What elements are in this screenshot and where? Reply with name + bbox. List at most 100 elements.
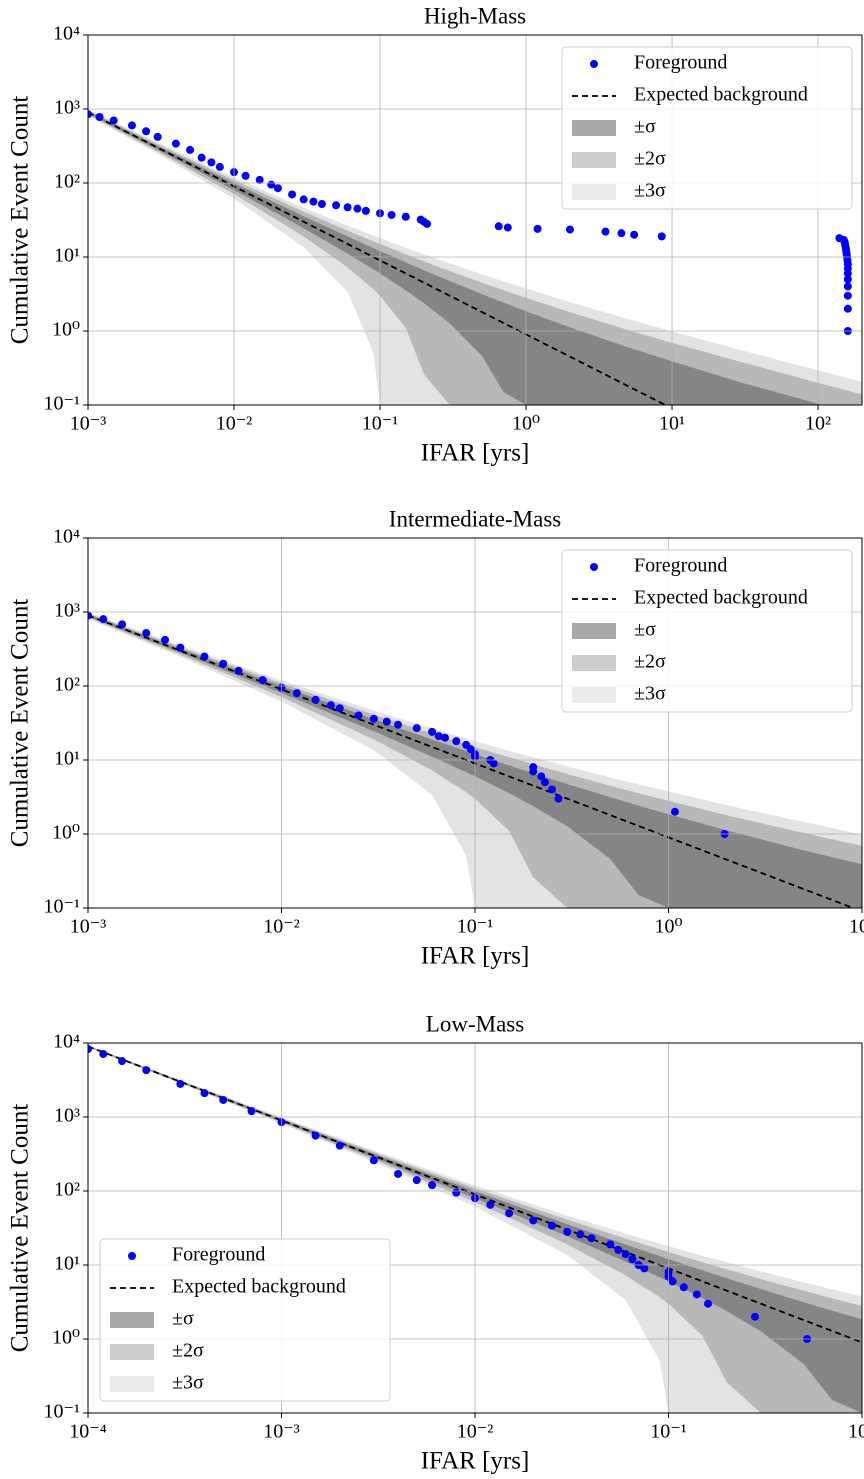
foreground-point: [576, 1230, 585, 1239]
legend-marker: [590, 60, 598, 68]
legend-label: ±3σ: [172, 1372, 204, 1394]
x-tick-label: 10⁻¹: [362, 413, 399, 435]
foreground-point: [247, 1107, 256, 1116]
foreground-point: [565, 225, 574, 234]
legend-label: Expected background: [172, 1276, 346, 1298]
foreground-point: [197, 153, 206, 162]
x-tick-label: 10⁻²: [263, 916, 300, 938]
foreground-point: [587, 1234, 596, 1243]
foreground-point: [288, 190, 297, 199]
foreground-point: [292, 689, 301, 698]
foreground-point: [548, 1221, 557, 1230]
foreground-point: [309, 197, 318, 206]
foreground-point: [540, 778, 549, 787]
foreground-point: [434, 732, 443, 741]
foreground-point: [332, 201, 341, 210]
foreground-point: [142, 1066, 151, 1075]
foreground-point: [452, 737, 461, 746]
foreground-point: [387, 210, 396, 219]
foreground-point: [563, 1227, 572, 1236]
foreground-point: [505, 1209, 514, 1218]
x-tick-label: 10⁻⁴: [69, 1421, 107, 1443]
x-tick-label: 10⁻²: [216, 413, 253, 435]
foreground-point: [353, 204, 362, 213]
chart-title: Low-Mass: [426, 1011, 524, 1036]
foreground-point: [171, 139, 180, 148]
foreground-point: [601, 227, 610, 236]
foreground-point: [486, 1200, 495, 1209]
foreground-point: [529, 1216, 538, 1225]
foreground-point: [369, 714, 378, 723]
foreground-point: [614, 1245, 623, 1254]
x-tick-label: 10²: [805, 413, 831, 435]
legend-swatch: [572, 623, 616, 639]
foreground-point: [118, 1057, 127, 1066]
foreground-point: [176, 1079, 185, 1088]
foreground-point: [200, 1089, 209, 1098]
legend-label: ±2σ: [634, 148, 666, 170]
y-tick-label: 10⁻¹: [43, 393, 80, 415]
legend-box: [99, 1238, 391, 1402]
plot-frame: [87, 1042, 863, 1414]
foreground-point: [703, 1299, 712, 1308]
foreground-point: [621, 1250, 630, 1259]
foreground-point: [219, 659, 228, 668]
foreground-point: [200, 652, 209, 661]
y-tick-label: 10¹: [54, 748, 80, 770]
x-tick-label: 10⁰: [654, 916, 682, 938]
legend-label: Expected background: [634, 587, 808, 609]
foreground-point: [606, 1240, 615, 1249]
foreground-point: [843, 269, 852, 278]
foreground-point: [393, 1169, 402, 1178]
expected-line: [88, 111, 668, 405]
foreground-point: [99, 615, 108, 624]
legend-label: Foreground: [634, 52, 727, 74]
y-tick-label: 10¹: [54, 245, 80, 267]
foreground-point: [142, 127, 151, 136]
legend-marker: [590, 563, 598, 571]
foreground-point: [401, 212, 410, 221]
y-tick-label: 10⁰: [52, 319, 80, 341]
legend-swatch: [572, 687, 616, 703]
foreground-point: [670, 807, 679, 816]
x-tick-label: 10¹: [849, 916, 864, 938]
legend-label: ±2σ: [172, 1340, 204, 1362]
foreground-point: [109, 116, 118, 125]
x-tick-label: 10⁻²: [457, 1421, 494, 1443]
foreground-point: [234, 666, 243, 675]
legend-box: [561, 549, 853, 713]
y-tick-label: 10⁻¹: [43, 896, 80, 918]
legend-swatch: [110, 1344, 154, 1360]
foreground-point: [548, 785, 557, 794]
panel: 10⁻⁴ 10⁻³ 10⁻² 10⁻¹ 10⁰ 10⁻¹ 10⁰ 10¹ 10² 10³ 10⁴ Lo…: [7, 1011, 864, 1474]
y-tick-label: 10³: [54, 1105, 80, 1127]
legend-swatch: [572, 184, 616, 200]
y-tick-label: 10⁰: [52, 1327, 80, 1349]
foreground-point: [161, 635, 170, 644]
foreground-point: [533, 224, 542, 233]
y-tick-label: 10⁴: [53, 23, 80, 45]
plot-frame: [87, 537, 863, 909]
legend-marker: [128, 1252, 136, 1260]
x-tick-label: 10⁻³: [70, 413, 107, 435]
foreground-point: [311, 695, 320, 704]
foreground-point: [423, 219, 432, 228]
foreground-point: [88, 1044, 92, 1053]
y-tick-label: 10²: [54, 171, 80, 193]
foreground-point: [668, 1277, 677, 1286]
foreground-point: [241, 171, 250, 180]
foreground-point: [255, 175, 264, 184]
foreground-point: [428, 727, 437, 736]
foreground-point: [153, 132, 162, 141]
foreground-point: [554, 794, 563, 803]
foreground-point: [219, 1095, 228, 1104]
legend-swatch: [110, 1376, 154, 1392]
foreground-point: [326, 701, 335, 710]
legend-swatch: [572, 120, 616, 136]
foreground-point: [317, 200, 326, 209]
foreground-point: [88, 611, 92, 620]
x-tick-label: 10⁻¹: [650, 1421, 687, 1443]
x-tick-label: 10⁻³: [263, 1421, 300, 1443]
foreground-point: [176, 643, 185, 652]
